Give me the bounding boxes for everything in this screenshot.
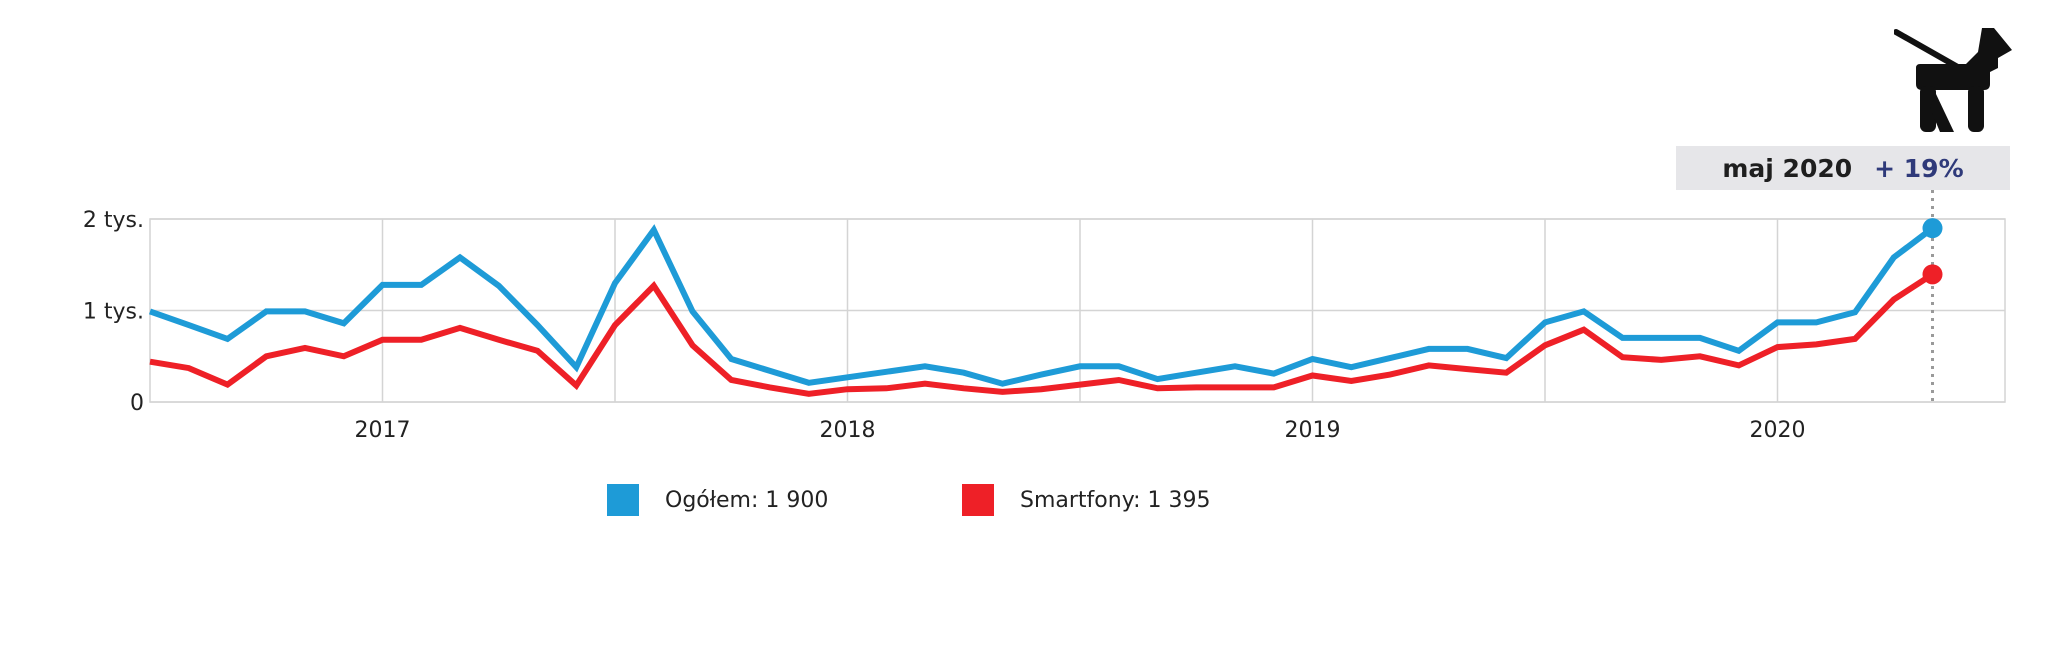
legend-swatch-ogolem <box>607 484 639 516</box>
y-tick-label: 0 <box>130 391 144 416</box>
callout-box: maj 2020 + 19% <box>1676 146 2010 190</box>
legend-label-smartfony: Smartfony: 1 395 <box>1020 487 1211 513</box>
y-tick-label: 2 tys. <box>83 208 144 233</box>
callout-date: maj 2020 <box>1722 153 1853 183</box>
series-end-point-ogolem <box>1922 218 1943 239</box>
series-line-smartfony <box>149 271 1935 397</box>
legend-item-ogolem: Ogółem: 1 900 <box>607 484 828 516</box>
dog-on-leash-icon <box>1894 28 2012 132</box>
legend-swatch-smartfony <box>962 484 994 516</box>
grid-layer <box>149 190 2006 403</box>
label-layer: 0 1 tys. 2 tys. 2017 2018 2019 2020 <box>83 208 1806 443</box>
series-line-ogolem <box>149 224 1935 387</box>
legend-item-smartfony: Smartfony: 1 395 <box>962 484 1211 516</box>
series-end-point-smartfony <box>1922 264 1943 285</box>
x-tick-label: 2020 <box>1750 418 1806 443</box>
x-tick-label: 2018 <box>820 418 876 443</box>
legend: Ogółem: 1 900 Smartfony: 1 395 <box>0 484 2048 524</box>
callout-change: + 19% <box>1874 153 1964 183</box>
x-tick-label: 2017 <box>355 418 411 443</box>
legend-label-ogolem: Ogółem: 1 900 <box>665 487 829 513</box>
series-layer <box>149 218 1943 397</box>
y-tick-label: 1 tys. <box>83 300 144 325</box>
x-tick-label: 2019 <box>1285 418 1341 443</box>
